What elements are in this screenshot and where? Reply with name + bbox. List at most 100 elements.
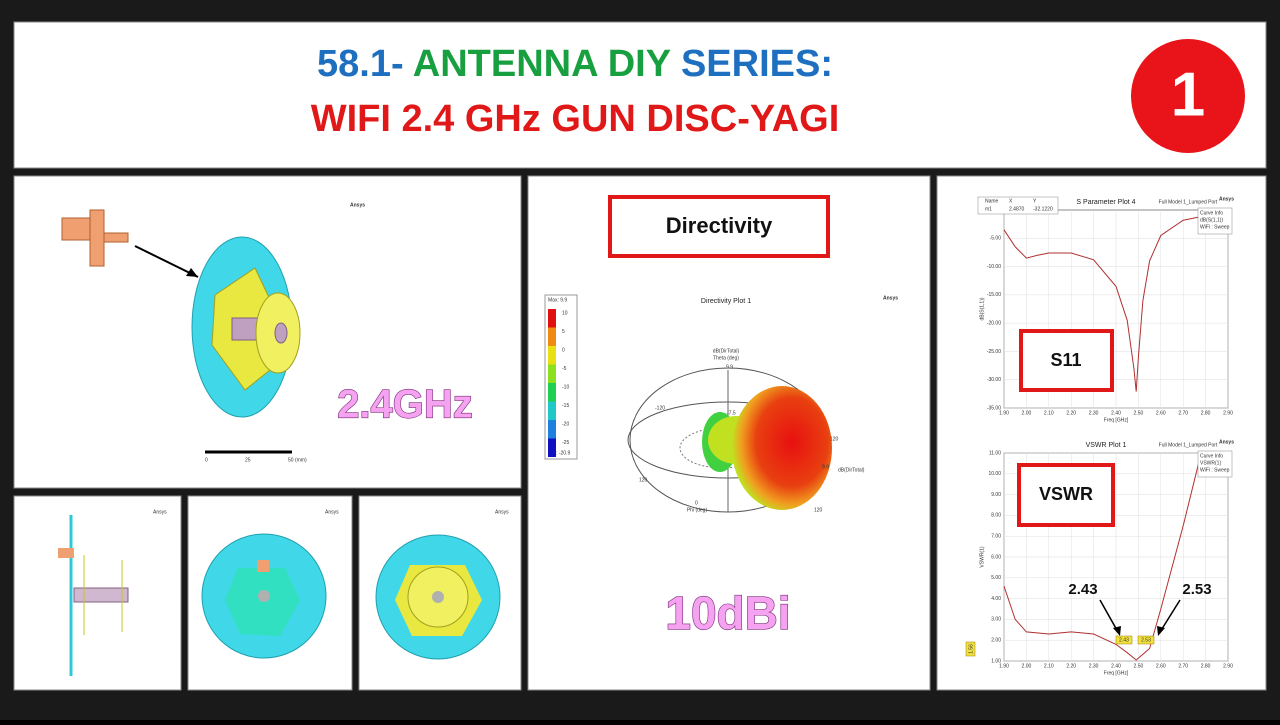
title-part: ANTENNA DIY [413,43,671,85]
arrow [1159,599,1181,633]
plot-title: VSWR Plot 1 [1086,442,1127,449]
y-marker: 1.56 [968,644,974,654]
colorbar-swatch [548,401,556,420]
polar-label: 0 [695,500,698,506]
x-tick-label: 2.00 [1022,410,1032,416]
axis-label: Phi (deg) [687,507,708,513]
y-tick-label: -30.00 [987,377,1001,383]
y-tick-label: 3.00 [991,617,1001,623]
colorbar-swatch [548,327,556,346]
legend-entry: Curve Info [1200,210,1223,216]
x-tick-label: 2.10 [1044,410,1054,416]
arrow [134,245,199,278]
colorbar-swatch [548,346,556,365]
boom-end [274,322,288,344]
connector [58,548,74,558]
marker-tag [1137,635,1155,645]
x-tick-label: 2.40 [1111,410,1121,416]
x-tick-label: 2.10 [1044,663,1054,669]
polar-label: 120 [830,436,839,442]
arrow-head [1113,626,1121,636]
connector [257,560,269,572]
x-tick-label: 2.30 [1089,663,1099,669]
legend-entry: WiFi : Sweep [1200,467,1230,473]
x-axis-label: Freq [GHz] [1104,417,1129,423]
scale-label: 0 [205,457,208,463]
colorbar-tick: -25 [562,440,569,446]
colorbar-tick: -15 [562,403,569,409]
y-tick-label: 8.00 [991,513,1001,519]
legend-entry: WiFi : Sweep [1200,224,1230,230]
annotation: 2.53 [1182,581,1211,598]
arrow-head [1157,626,1165,636]
polar-label: -7.5 [727,410,736,416]
y-tick-label: -35.00 [987,405,1001,411]
y-axis-label: dB(S(1,1)) [979,297,985,320]
callout-box [1017,463,1115,527]
y-tick-label: -15.00 [987,292,1001,298]
arrow-head [186,268,198,277]
axis-label: Theta (deg) [713,355,739,361]
polar-label: 9.9 [726,364,733,370]
x-tick-label: 2.20 [1066,663,1076,669]
x-tick-label: 1.90 [999,663,1009,669]
colorbar: 10 5 0 -5 -10 -15 -20 -25 [548,309,569,457]
plot-subtitle: Full Model 1_Lumped Port [1159,442,1218,448]
scale-label: 25 [245,457,251,463]
brand: Ansys [1219,439,1234,445]
y-tick-label: 1.00 [991,658,1001,664]
button-label: Directivity [666,213,773,238]
title-part: SERIES: [681,43,833,85]
x-tick-label: 2.80 [1201,410,1211,416]
table-cell: 2.4870 [1009,206,1025,212]
marker-table [977,196,1059,215]
colorbar-tick: -5 [562,366,567,372]
title-line2: WIFI 2.4 GHz GUN DISC-YAGI [311,98,840,140]
frequency-label: 2.4GHz [337,383,473,427]
y-tick-label: -5.00 [990,236,1002,242]
plate [225,568,300,636]
colorbar-min: Min: -20.9 [548,450,570,456]
arrow [1099,599,1119,633]
y-tick-label: 9.00 [991,492,1001,498]
legend-box [1197,207,1233,235]
polar-label: 120 [639,477,648,483]
x-tick-label: 2.30 [1089,410,1099,416]
table-cell: m1 [985,206,992,212]
x-tick-label: 2.70 [1178,663,1188,669]
colorbar-swatch [548,438,556,457]
y-tick-label: 11.00 [989,450,1001,456]
legend-box [1197,450,1233,478]
boom [432,591,444,603]
y-tick-label: 6.00 [991,554,1001,560]
connector [89,209,105,267]
marker-tag [1115,635,1133,645]
plot-title: S Parameter Plot 4 [1076,199,1135,206]
boom [258,590,270,602]
polar-label: -120 [655,405,665,411]
colorbar-swatch [548,383,556,402]
annotation: 2.43 [1068,581,1097,598]
table-header: X [1009,198,1013,204]
y-tick-label: -25.00 [987,349,1001,355]
axis-label: dB(DirTotal) [838,467,865,473]
x-tick-label: 2.00 [1022,663,1032,669]
brand: Ansys [883,295,898,301]
header-box [13,21,1267,169]
x-tick-label: 1.90 [999,410,1009,416]
axis-label: dB(DirTotal) [713,348,740,354]
table-cell: -32.1220 [1033,206,1053,212]
colorbar-tick: 5 [562,329,565,335]
polar-label: 9.9 [822,464,829,470]
marker-label: 2.43 [1119,637,1129,643]
callout-box [1019,329,1114,392]
colorbar-tick: 0 [562,347,565,353]
x-tick-label: 2.90 [1223,410,1233,416]
table-header: Name [985,198,999,204]
y-tick-label: 5.00 [991,575,1001,581]
colorbar-swatch [548,420,556,439]
brand: Ansys [495,509,509,515]
plot-subtitle: Full Model 1_Lumped Port [1159,199,1218,205]
badge-number: 1 [1171,60,1205,129]
x-tick-label: 2.60 [1156,410,1166,416]
